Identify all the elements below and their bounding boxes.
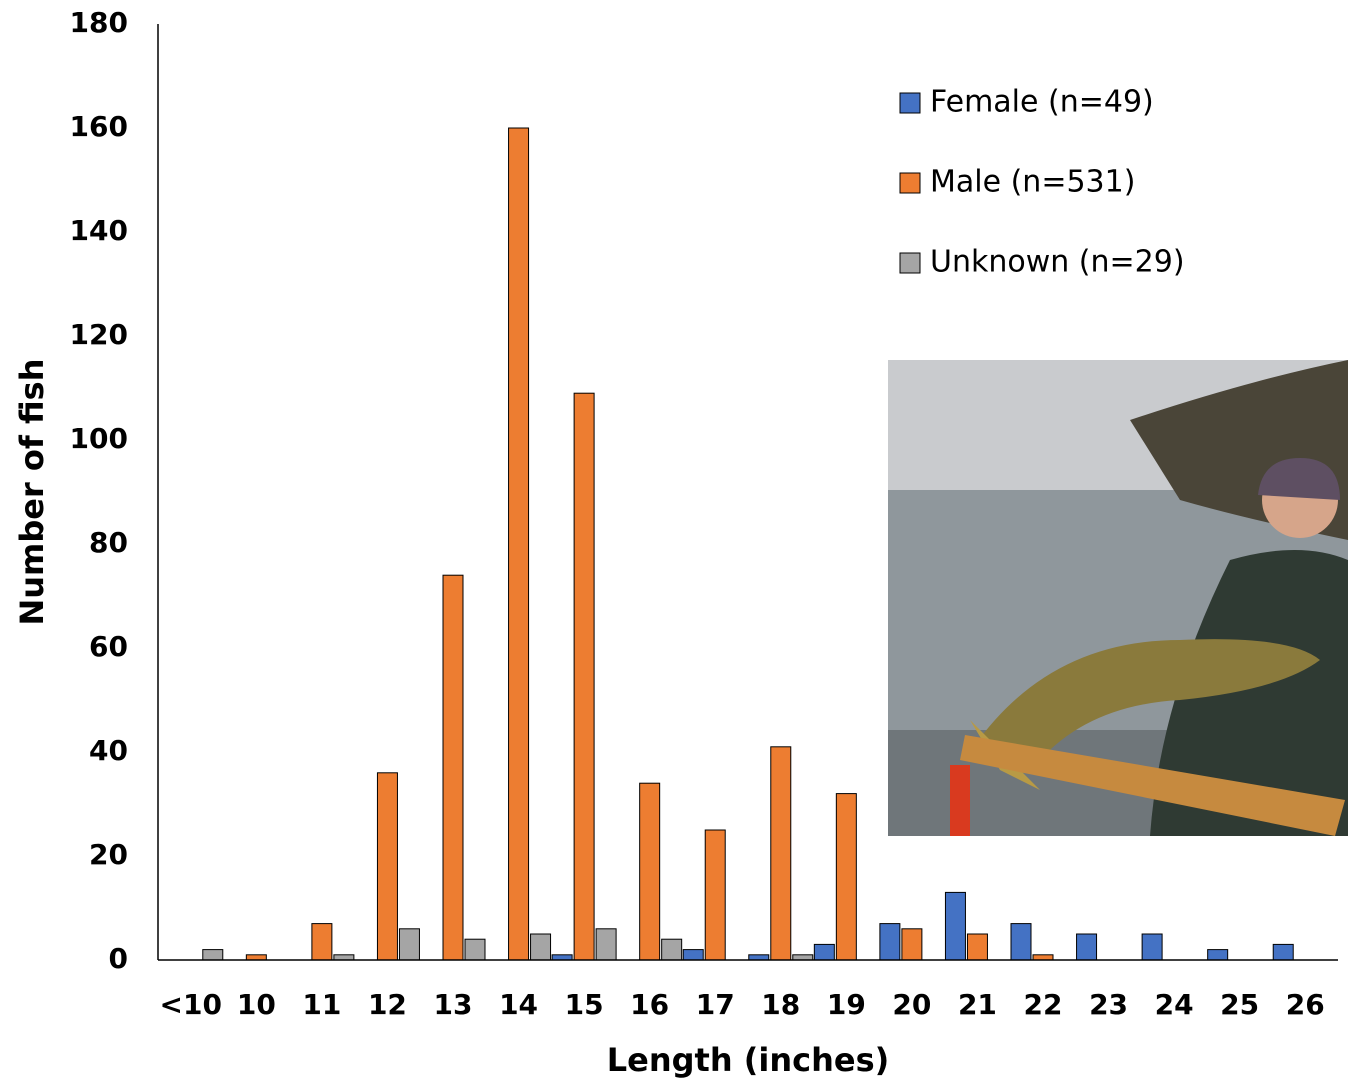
bar bbox=[770, 746, 792, 961]
bar bbox=[966, 933, 988, 961]
y-tick-label: 20 bbox=[89, 838, 128, 871]
bar bbox=[1076, 933, 1098, 961]
y-tick-label: 120 bbox=[70, 318, 128, 351]
x-tick-label: 23 bbox=[1089, 988, 1128, 1021]
bar bbox=[682, 949, 704, 961]
bar bbox=[530, 933, 552, 961]
bar bbox=[835, 793, 857, 961]
y-tick-label: 100 bbox=[70, 422, 128, 455]
bar bbox=[333, 954, 355, 961]
x-tick-label: 26 bbox=[1286, 988, 1325, 1021]
bar bbox=[944, 891, 966, 961]
y-tick-label: 40 bbox=[89, 734, 128, 767]
legend-label: Unknown (n=29) bbox=[930, 245, 1185, 280]
bar bbox=[551, 954, 573, 961]
bar bbox=[1010, 923, 1032, 961]
bar bbox=[442, 574, 464, 961]
bar bbox=[1272, 943, 1294, 961]
bar bbox=[748, 954, 770, 961]
bar bbox=[792, 954, 814, 961]
x-tick-label: 17 bbox=[696, 988, 735, 1021]
x-tick-label: 24 bbox=[1155, 988, 1194, 1021]
photo bbox=[888, 360, 1348, 836]
x-tick-label: 18 bbox=[761, 988, 800, 1021]
bar bbox=[704, 829, 726, 961]
x-tick-label: 15 bbox=[565, 988, 604, 1021]
bar bbox=[311, 923, 333, 961]
bar bbox=[1141, 933, 1163, 961]
y-tick-label: 140 bbox=[70, 214, 128, 247]
legend-label: Female (n=49) bbox=[930, 85, 1154, 120]
bar bbox=[639, 782, 661, 961]
bar bbox=[573, 392, 595, 961]
y-tick-label: 180 bbox=[70, 6, 128, 39]
x-tick-label: 25 bbox=[1220, 988, 1259, 1021]
y-tick-label: 80 bbox=[89, 526, 128, 559]
bar bbox=[595, 928, 617, 961]
y-tick-label: 60 bbox=[89, 630, 128, 663]
x-tick-label: 14 bbox=[499, 988, 538, 1021]
bar bbox=[901, 928, 923, 961]
x-tick-label: 21 bbox=[958, 988, 997, 1021]
x-tick-label: 19 bbox=[827, 988, 866, 1021]
legend-swatch bbox=[899, 252, 921, 274]
bar bbox=[813, 943, 835, 961]
bar bbox=[245, 954, 267, 961]
x-tick-label: 13 bbox=[434, 988, 473, 1021]
x-tick-label: <10 bbox=[160, 988, 222, 1021]
y-tick-label: 160 bbox=[70, 110, 128, 143]
y-axis-title: Number of fish bbox=[13, 358, 51, 625]
legend-swatch bbox=[899, 92, 921, 114]
x-tick-label: 11 bbox=[302, 988, 341, 1021]
bar bbox=[376, 772, 398, 961]
bar bbox=[1207, 949, 1229, 961]
bar bbox=[202, 949, 224, 961]
bar bbox=[398, 928, 420, 961]
x-tick-label: 12 bbox=[368, 988, 407, 1021]
legend-swatch bbox=[899, 172, 921, 194]
y-tick-label: 0 bbox=[109, 942, 128, 975]
bar bbox=[879, 923, 901, 961]
bar bbox=[661, 938, 683, 961]
legend-label: Male (n=531) bbox=[930, 165, 1135, 200]
x-axis-title: Length (inches) bbox=[607, 1041, 890, 1079]
x-tick-label: 16 bbox=[630, 988, 669, 1021]
x-tick-label: 22 bbox=[1024, 988, 1063, 1021]
bar bbox=[1032, 954, 1054, 961]
x-tick-label: 20 bbox=[892, 988, 931, 1021]
x-tick-label: 10 bbox=[237, 988, 276, 1021]
bar bbox=[508, 127, 530, 961]
bar bbox=[464, 938, 486, 961]
